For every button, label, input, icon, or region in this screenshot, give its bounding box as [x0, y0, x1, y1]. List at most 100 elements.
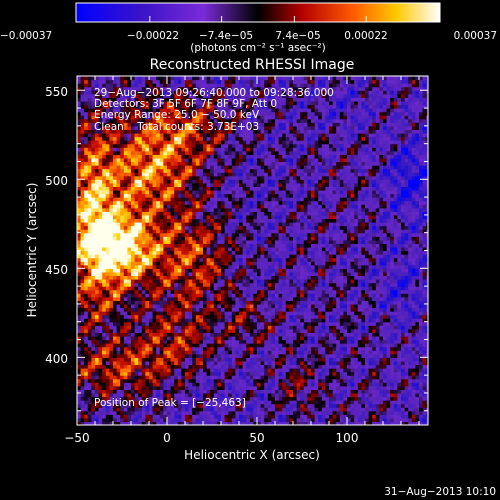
heatmap-cell: [138, 111, 143, 116]
heatmap-cell: [177, 132, 182, 138]
heatmap-cell: [235, 90, 240, 95]
heatmap-cell: [159, 392, 164, 398]
heatmap-cell: [242, 207, 247, 212]
heatmap-cell: [116, 108, 121, 113]
heatmap-cell: [141, 132, 146, 138]
heatmap-cell: [131, 207, 136, 212]
heatmap-cell: [113, 257, 118, 262]
heatmap-cell: [145, 172, 150, 177]
heatmap-cell: [80, 278, 85, 284]
heatmap-cell: [257, 182, 262, 187]
heatmap-cell: [77, 182, 82, 187]
heatmap-cell: [253, 132, 258, 138]
heatmap-cell: [192, 86, 197, 91]
heatmap-cell: [177, 335, 182, 341]
heatmap-cell: [159, 311, 164, 316]
heatmap-cell: [167, 332, 172, 337]
heatmap-cell: [123, 332, 128, 337]
heatmap-cell: [120, 97, 125, 102]
heatmap-cell: [116, 392, 121, 398]
heatmap-cell: [239, 382, 244, 387]
heatmap-cell: [228, 150, 233, 155]
heatmap-cell: [210, 286, 215, 291]
heatmap-cell: [177, 268, 182, 273]
heatmap-cell: [77, 168, 82, 173]
heatmap-cell: [145, 271, 150, 277]
heatmap-cell: [253, 303, 258, 309]
heatmap-cell: [235, 214, 240, 220]
heatmap-cell: [185, 76, 190, 81]
heatmap-cell: [228, 360, 233, 366]
heatmap-cell: [249, 136, 254, 141]
heatmap-cell: [113, 378, 118, 383]
heatmap-cell: [159, 125, 164, 131]
heatmap-cell: [239, 286, 244, 291]
heatmap-cell: [131, 118, 136, 123]
heatmap-cell: [231, 350, 236, 355]
heatmap-cell: [221, 346, 226, 351]
heatmap-cell: [246, 132, 251, 138]
heatmap-cell: [113, 368, 118, 373]
heatmap-cell: [134, 414, 139, 419]
heatmap-cell: [77, 254, 82, 259]
heatmap-cell: [170, 378, 175, 383]
heatmap-cell: [203, 271, 208, 277]
heatmap-cell: [177, 157, 182, 163]
heatmap-cell: [199, 236, 204, 241]
heatmap-cell: [87, 225, 92, 230]
heatmap-cell: [170, 271, 175, 277]
heatmap-cell: [123, 371, 128, 376]
heatmap-cell: [163, 364, 168, 369]
heatmap-cell: [174, 93, 179, 98]
heatmap-cell: [224, 125, 229, 131]
heatmap-cell: [192, 193, 197, 198]
heatmap-cell: [105, 378, 110, 383]
heatmap-cell: [145, 182, 150, 187]
heatmap-cell: [159, 278, 164, 284]
heatmap-cell: [120, 79, 125, 84]
heatmap-cell: [174, 382, 179, 387]
heatmap-cell: [156, 97, 161, 102]
heatmap-cell: [156, 282, 161, 287]
heatmap-cell: [149, 232, 154, 237]
heatmap-cell: [235, 207, 240, 212]
heatmap-cell: [188, 232, 193, 237]
heatmap-cell: [249, 410, 254, 415]
heatmap-cell: [167, 211, 172, 216]
heatmap-cell: [185, 154, 190, 159]
heatmap-cell: [127, 286, 132, 291]
heatmap-cell: [239, 335, 244, 341]
heatmap-cell: [177, 275, 182, 280]
heatmap-cell: [239, 350, 244, 355]
heatmap-cell: [95, 250, 100, 255]
heatmap-cell: [249, 346, 254, 351]
heatmap-cell: [102, 286, 107, 291]
heatmap-cell: [152, 293, 157, 298]
heatmap-cell: [163, 104, 168, 109]
heatmap-cell: [105, 375, 110, 380]
heatmap-cell: [177, 175, 182, 180]
heatmap-cell: [80, 179, 85, 184]
heatmap-cell: [195, 197, 200, 202]
heatmap-cell: [246, 83, 251, 88]
heatmap-cell: [235, 335, 240, 341]
heatmap-cell: [174, 122, 179, 127]
heatmap-cell: [141, 168, 146, 173]
heatmap-cell: [239, 353, 244, 358]
heatmap-cell: [102, 254, 107, 259]
heatmap-cell: [98, 143, 103, 148]
heatmap-cell: [174, 335, 179, 341]
heatmap-cell: [77, 264, 82, 269]
heatmap-cell: [181, 86, 186, 91]
heatmap-cell: [228, 93, 233, 98]
heatmap-cell: [109, 410, 114, 415]
heatmap-cell: [224, 175, 229, 180]
heatmap-cell: [167, 417, 172, 423]
heatmap-cell: [174, 314, 179, 319]
heatmap-cell: [203, 321, 208, 326]
heatmap-cell: [224, 211, 229, 216]
heatmap-cell: [141, 350, 146, 355]
heatmap-cell: [123, 278, 128, 284]
heatmap-cell: [120, 346, 125, 351]
heatmap-cell: [253, 189, 258, 195]
